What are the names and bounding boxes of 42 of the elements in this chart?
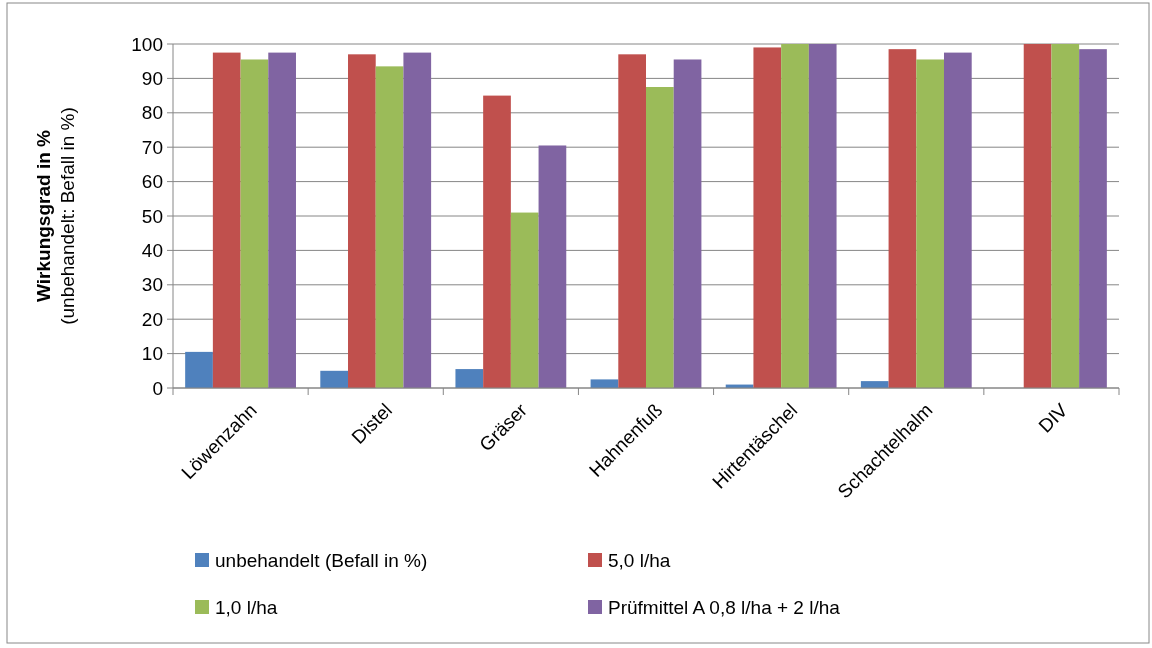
bar bbox=[1051, 44, 1080, 388]
bar bbox=[375, 66, 404, 388]
bar bbox=[348, 54, 376, 388]
y-tick-label: 10 bbox=[141, 343, 163, 365]
bar bbox=[320, 370, 349, 388]
bar bbox=[403, 52, 432, 388]
y-tick-label: 20 bbox=[141, 308, 163, 330]
bar bbox=[538, 145, 567, 388]
y-tick-label: 100 bbox=[131, 33, 163, 55]
y-tick-label: 50 bbox=[141, 205, 163, 227]
bar bbox=[510, 212, 539, 388]
bar bbox=[590, 379, 619, 388]
legend-label: 1,0 l/ha bbox=[215, 596, 278, 618]
legend-label: Prüfmittel A 0,8 l/ha + 2 l/ha bbox=[608, 596, 841, 618]
bar bbox=[455, 369, 484, 388]
bar bbox=[212, 52, 241, 388]
bar bbox=[888, 49, 917, 388]
bar bbox=[618, 54, 646, 388]
bar bbox=[646, 87, 674, 388]
bar bbox=[753, 47, 782, 388]
y-tick-label: 70 bbox=[141, 136, 163, 158]
bar bbox=[808, 44, 837, 388]
legend-label: 5,0 l/ha bbox=[608, 549, 671, 571]
y-tick-label: 90 bbox=[141, 68, 163, 90]
y-tick-label: 0 bbox=[152, 377, 163, 399]
bar bbox=[268, 52, 296, 388]
bar bbox=[673, 59, 702, 388]
y-tick-label: 60 bbox=[141, 171, 163, 193]
bar bbox=[781, 44, 809, 388]
y-axis-title: Wirkungsgrad in % (unbehandelt: Befall in %) bbox=[33, 107, 78, 325]
bar bbox=[240, 59, 269, 388]
bar bbox=[1079, 49, 1107, 388]
bar bbox=[185, 351, 213, 388]
x-tick-label: DIV bbox=[1034, 399, 1072, 437]
bar bbox=[916, 59, 944, 388]
y-tick-label: 30 bbox=[141, 274, 163, 296]
bar bbox=[943, 52, 972, 388]
legend-label: unbehandelt (Befall in %) bbox=[215, 549, 428, 571]
bar bbox=[483, 95, 511, 388]
bar bbox=[1023, 44, 1052, 388]
y-tick-label: 40 bbox=[141, 240, 163, 262]
y-tick-label: 80 bbox=[141, 102, 163, 124]
